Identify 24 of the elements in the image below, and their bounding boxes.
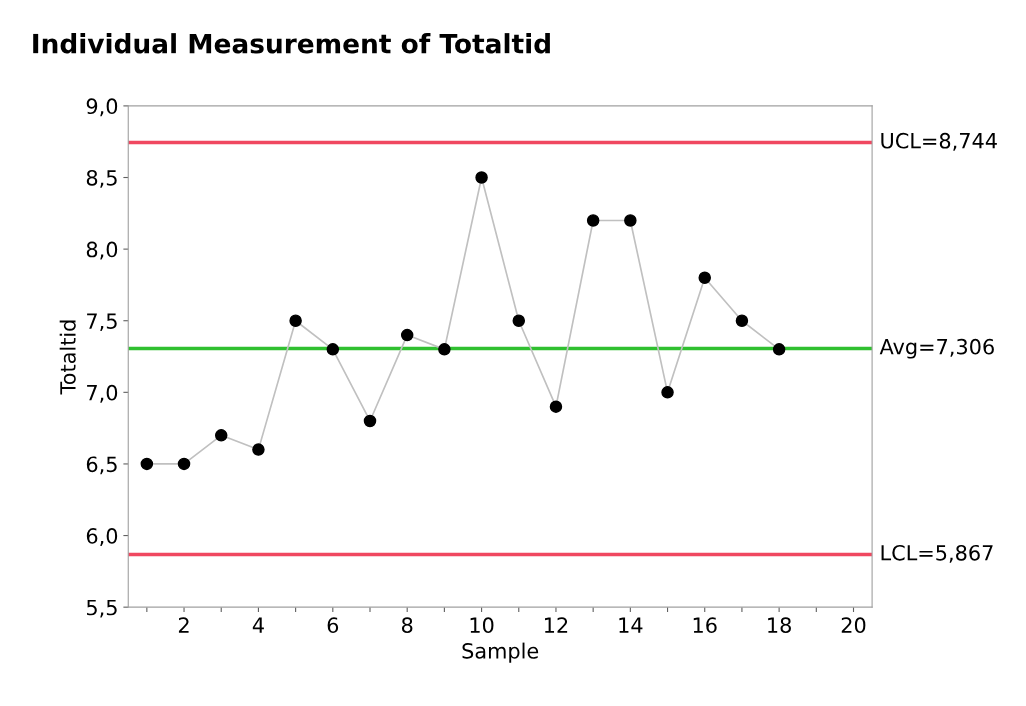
y-tick-label: 9,0: [86, 98, 118, 117]
y-tick-label: 5,5: [87, 599, 117, 618]
ref-line-label: Avg=7,306: [879, 338, 994, 359]
y-tick-label: 6,0: [86, 528, 118, 546]
x-tick-label: 6: [327, 617, 339, 634]
y-tick-label: 6,5: [86, 456, 117, 475]
y-tick-label: 8,0: [86, 241, 118, 260]
x-tick-label: 4: [252, 617, 264, 633]
x-tick-label: 8: [401, 617, 413, 634]
x-tick-label: 2: [178, 617, 189, 633]
x-tick-label: 14: [619, 617, 643, 633]
x-tick-label: 20: [841, 617, 866, 634]
x-tick-label: 10: [470, 617, 494, 634]
x-tick-label: 16: [693, 617, 717, 634]
y-axis-title: Totaltid: [59, 320, 76, 395]
y-tick-label: 7,5: [87, 313, 117, 332]
x-tick-label: 18: [768, 617, 791, 634]
ref-line-label: UCL=8,744: [881, 132, 997, 151]
ref-line-label: LCL=5,867: [881, 544, 993, 563]
x-tick-label: 12: [545, 617, 568, 633]
chart-title: Individual Measurement of Totaltid: [33, 33, 550, 54]
y-tick-label: 7,0: [87, 384, 118, 403]
y-tick-label: 8,5: [86, 169, 117, 188]
x-axis-title: Sample: [462, 642, 539, 663]
